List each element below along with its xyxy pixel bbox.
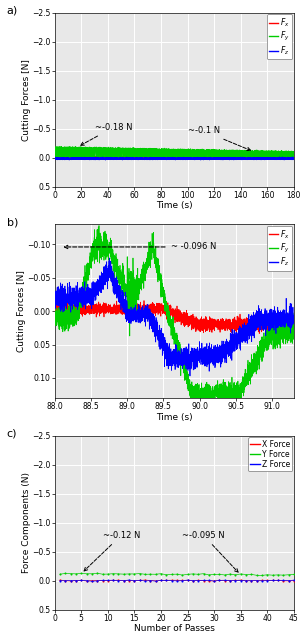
Legend: X Force, Y Force, Z Force: X Force, Y Force, Z Force — [248, 437, 292, 471]
Text: a): a) — [7, 6, 18, 16]
Text: ~-0.12 N: ~-0.12 N — [84, 531, 140, 571]
Text: b): b) — [7, 217, 18, 227]
Y-axis label: Cutting Forces [N]: Cutting Forces [N] — [22, 59, 30, 141]
Legend: $F_x$, $F_y$, $F_z$: $F_x$, $F_y$, $F_z$ — [267, 226, 292, 271]
Legend: $F_x$, $F_y$, $F_z$: $F_x$, $F_y$, $F_z$ — [267, 14, 292, 60]
Y-axis label: Force Components (N): Force Components (N) — [22, 472, 30, 573]
Y-axis label: Cutting Forces [N]: Cutting Forces [N] — [17, 270, 26, 352]
Text: c): c) — [7, 429, 17, 439]
X-axis label: Time (s): Time (s) — [156, 413, 192, 422]
Text: ~-0.095 N: ~-0.095 N — [182, 531, 238, 572]
Text: ~-0.18 N: ~-0.18 N — [81, 123, 132, 145]
X-axis label: Number of Passes: Number of Passes — [134, 624, 215, 633]
X-axis label: Time (s): Time (s) — [156, 201, 192, 210]
Text: ~-0.1 N: ~-0.1 N — [188, 127, 250, 150]
Text: ~ -0.096 N: ~ -0.096 N — [64, 243, 216, 252]
